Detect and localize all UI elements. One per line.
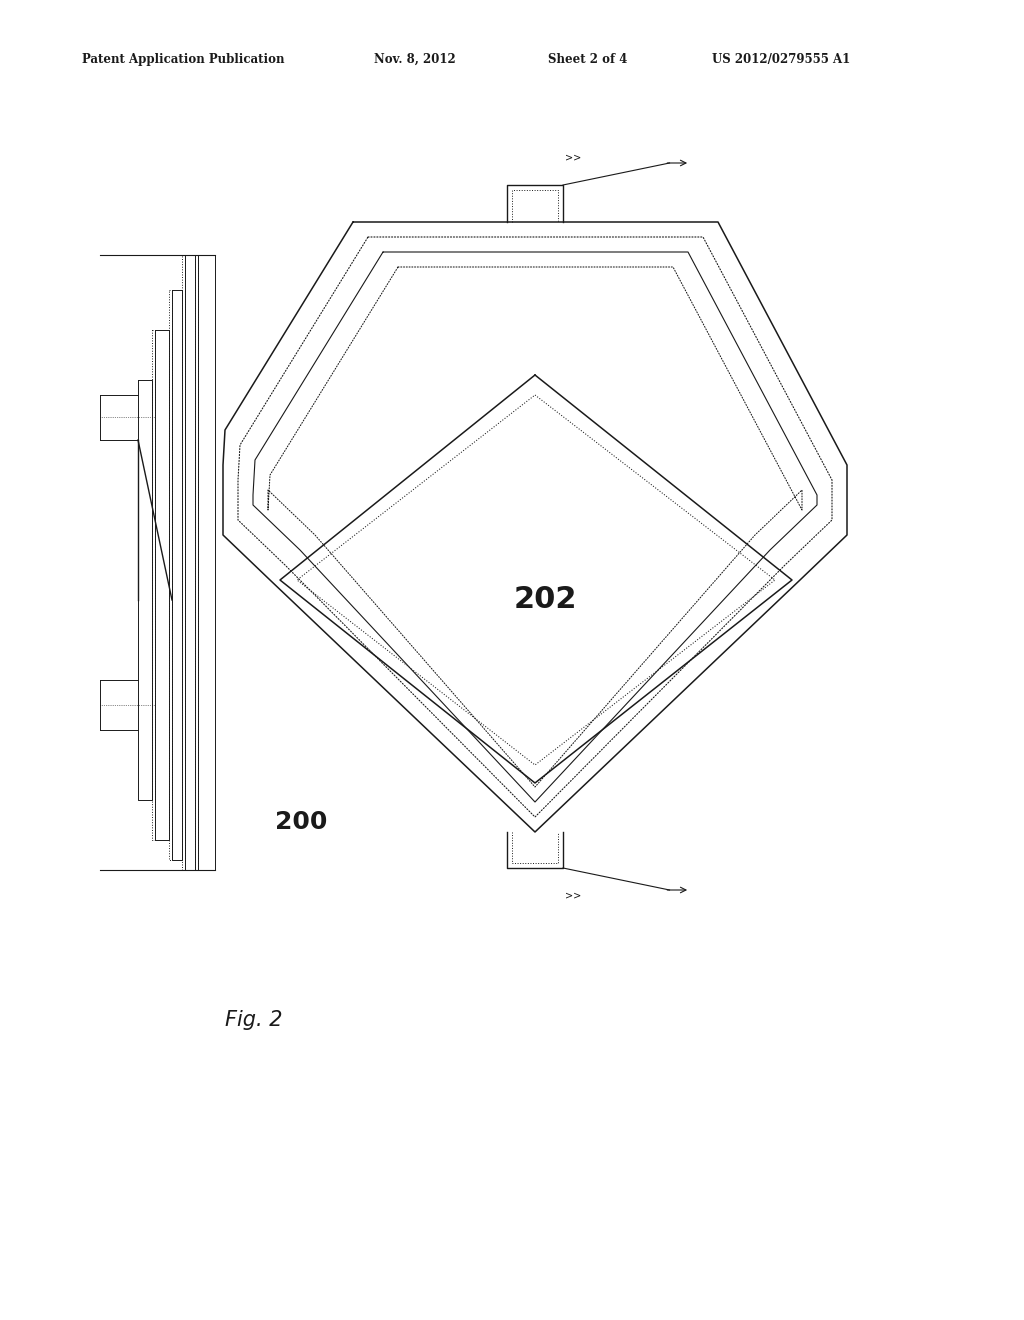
Text: US 2012/0279555 A1: US 2012/0279555 A1 — [712, 53, 850, 66]
Text: >>: >> — [565, 890, 582, 900]
Text: Patent Application Publication: Patent Application Publication — [82, 53, 285, 66]
Text: Sheet 2 of 4: Sheet 2 of 4 — [548, 53, 628, 66]
Text: 200: 200 — [275, 810, 328, 834]
Text: Fig. 2: Fig. 2 — [225, 1010, 283, 1030]
Text: 202: 202 — [513, 586, 577, 615]
Text: >>: >> — [565, 153, 582, 162]
Text: Nov. 8, 2012: Nov. 8, 2012 — [374, 53, 456, 66]
